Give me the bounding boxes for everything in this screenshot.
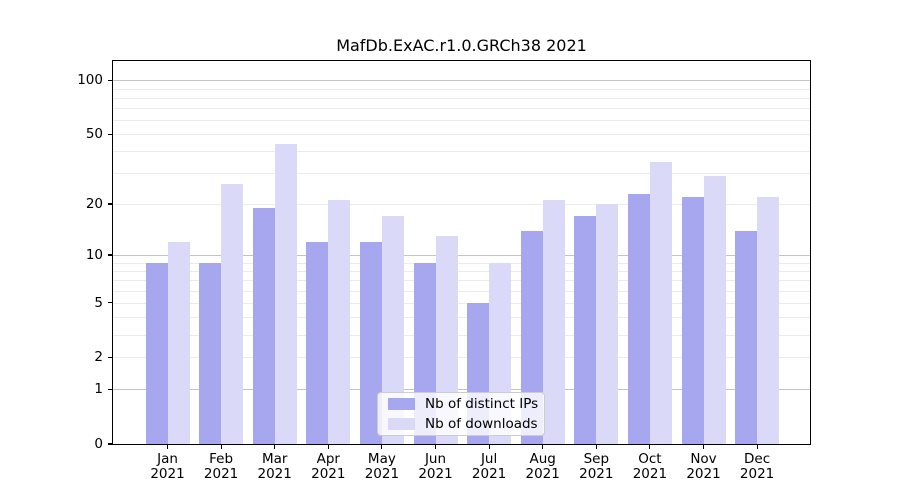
bar-distinct-ips bbox=[520, 230, 543, 444]
x-tick bbox=[274, 444, 276, 449]
gridline-minor bbox=[113, 270, 810, 272]
y-tick bbox=[108, 443, 113, 445]
gridline-minor bbox=[113, 97, 810, 99]
bar-downloads bbox=[649, 161, 672, 444]
y-tick bbox=[108, 356, 113, 358]
x-tick-label: Mar 2021 bbox=[257, 451, 292, 482]
y-tick bbox=[108, 133, 113, 135]
x-tick-label: May 2021 bbox=[364, 451, 400, 482]
gridline-minor bbox=[113, 108, 810, 110]
chart-title: MafDb.ExAC.r1.0.GRCh38 2021 bbox=[336, 36, 587, 55]
y-tick-label: 100 bbox=[77, 72, 103, 89]
gridline-minor bbox=[113, 334, 810, 336]
x-tick bbox=[702, 444, 705, 449]
gridline-minor bbox=[113, 302, 810, 304]
bar-distinct-ips bbox=[735, 230, 758, 444]
gridline-minor bbox=[113, 290, 810, 292]
bar-downloads bbox=[596, 204, 619, 444]
y-tick-label: 2 bbox=[94, 349, 103, 366]
x-tick bbox=[649, 444, 651, 449]
grid-layer bbox=[113, 61, 810, 444]
x-tick-label: Oct 2021 bbox=[632, 451, 668, 482]
bar-distinct-ips bbox=[145, 262, 168, 444]
y-tick bbox=[108, 254, 113, 256]
gridline-major bbox=[113, 255, 810, 257]
x-tick bbox=[756, 444, 758, 449]
gridline-minor bbox=[113, 262, 810, 264]
gridline-minor bbox=[113, 151, 810, 153]
bar-distinct-ips bbox=[252, 207, 275, 444]
plot-area bbox=[112, 60, 811, 445]
x-tick bbox=[595, 444, 597, 449]
gridline-minor bbox=[113, 173, 810, 175]
x-tick-label: Nov 2021 bbox=[686, 451, 721, 482]
gridline-minor bbox=[113, 357, 810, 359]
y-tick bbox=[108, 388, 113, 390]
bar-distinct-ips bbox=[199, 262, 222, 444]
gridline-minor bbox=[113, 88, 810, 90]
bar-downloads bbox=[435, 236, 458, 444]
gridline-minor bbox=[113, 317, 810, 319]
bar-distinct-ips bbox=[306, 241, 329, 444]
gridline-minor bbox=[113, 134, 810, 136]
legend: Nb of distinct IPs Nb of downloads bbox=[377, 392, 545, 436]
gridline-minor bbox=[113, 204, 810, 206]
bar-downloads bbox=[703, 175, 726, 444]
legend-item-distinct-ips: Nb of distinct IPs bbox=[386, 396, 539, 412]
legend-label-distinct-ips: Nb of distinct IPs bbox=[425, 396, 539, 412]
y-tick bbox=[108, 79, 113, 81]
bar-downloads bbox=[542, 200, 565, 444]
y-tick-label: 50 bbox=[85, 126, 103, 143]
y-tick-label: 10 bbox=[85, 247, 103, 264]
x-tick-label: Jun 2021 bbox=[418, 451, 453, 482]
gridline-major bbox=[113, 80, 810, 82]
gridline-major bbox=[113, 389, 810, 391]
bar-distinct-ips bbox=[627, 193, 650, 444]
legend-swatch-downloads bbox=[388, 418, 415, 430]
bars-layer bbox=[113, 61, 810, 444]
x-tick bbox=[166, 444, 169, 449]
legend-item-downloads: Nb of downloads bbox=[386, 416, 538, 432]
x-tick-label: Sep 2021 bbox=[579, 451, 614, 482]
x-tick bbox=[542, 444, 544, 449]
bar-downloads bbox=[221, 184, 244, 444]
gridline-minor bbox=[113, 120, 810, 122]
x-tick-label: Dec 2021 bbox=[739, 451, 775, 482]
bar-distinct-ips bbox=[681, 196, 704, 444]
y-tick-label: 5 bbox=[94, 294, 103, 311]
bar-distinct-ips bbox=[574, 216, 597, 444]
x-tick-label: Aug 2021 bbox=[525, 451, 560, 482]
legend-label-downloads: Nb of downloads bbox=[425, 416, 538, 432]
bar-downloads bbox=[328, 200, 351, 444]
x-tick-label: Jul 2021 bbox=[471, 451, 507, 482]
x-tick bbox=[488, 444, 490, 449]
bar-distinct-ips bbox=[359, 241, 382, 444]
x-tick bbox=[327, 444, 329, 449]
legend-swatch-distinct-ips bbox=[388, 398, 415, 410]
bar-downloads bbox=[274, 143, 297, 444]
gridline-minor bbox=[113, 280, 810, 282]
x-tick bbox=[434, 444, 437, 449]
y-tick bbox=[108, 203, 113, 205]
bar-downloads bbox=[381, 216, 404, 444]
bar-downloads bbox=[167, 241, 190, 444]
x-tick-label: Feb 2021 bbox=[203, 451, 239, 482]
y-tick-label: 0 bbox=[94, 436, 103, 452]
bar-downloads bbox=[757, 196, 780, 444]
x-tick-label: Jan 2021 bbox=[150, 451, 185, 482]
x-tick-label: Apr 2021 bbox=[311, 451, 346, 482]
y-tick-label: 1 bbox=[94, 381, 103, 398]
y-tick bbox=[108, 302, 113, 304]
x-tick bbox=[381, 444, 383, 449]
y-tick-label: 20 bbox=[85, 196, 103, 213]
x-tick bbox=[220, 444, 222, 449]
